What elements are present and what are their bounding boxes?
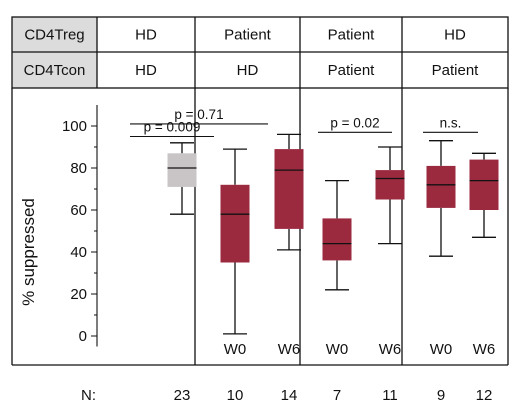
- timepoint-label: W6: [379, 341, 402, 358]
- y-tick-label: 60: [70, 202, 87, 219]
- box-4: [375, 146, 405, 245]
- header-cell: HD: [444, 27, 466, 44]
- box-3: [322, 179, 352, 291]
- plot-area: 0 20 40 60 80 100 % suppressed: [11, 88, 509, 366]
- y-tick-label: 40: [70, 244, 87, 261]
- header-row-label: CD4Treg: [24, 27, 84, 44]
- n-row-label: N:: [81, 387, 96, 404]
- sample-size: 10: [227, 387, 244, 404]
- timepoint-label: W6: [278, 341, 301, 358]
- p-value-label: p = 0.71: [174, 107, 223, 122]
- p-value-label: n.s.: [440, 115, 462, 130]
- header-cell: Patient: [328, 62, 376, 79]
- sample-size: 14: [281, 387, 298, 404]
- header-cell: Patient: [328, 27, 376, 44]
- box-iqr: [426, 165, 456, 208]
- box-5: [426, 140, 456, 257]
- box-iqr: [274, 149, 304, 229]
- timepoint-label: W0: [326, 341, 349, 358]
- timepoint-label: W6: [473, 341, 496, 358]
- p-value-label: p = 0.009: [144, 120, 201, 135]
- y-axis-label: % suppressed: [19, 198, 38, 306]
- y-tick-label: 100: [62, 118, 87, 135]
- header-cell: Patient: [224, 27, 272, 44]
- box-1: [220, 148, 250, 335]
- timepoint-label: W0: [224, 341, 247, 358]
- box-2: [274, 133, 304, 251]
- y-tick-label: 20: [70, 286, 87, 303]
- sample-size: 11: [382, 387, 398, 404]
- sample-size: 12: [476, 387, 493, 404]
- header-cell: HD: [237, 62, 259, 79]
- sample-size-row: 23 W0 10 W6 14 W0 7 W6 11 W0 9 W6 12 N:: [81, 341, 495, 404]
- box-iqr: [220, 184, 250, 263]
- condition-header-table: CD4Treg HD Patient Patient HD CD4Tcon HD HD Pati…: [11, 16, 509, 89]
- header-cell: Patient: [432, 62, 480, 79]
- sample-size: 7: [333, 387, 341, 404]
- sample-size: 23: [174, 387, 191, 404]
- timepoint-label: W0: [430, 341, 453, 358]
- header-cell: HD: [135, 27, 157, 44]
- significance-annotations: p = 0.71p = 0.009 p = 0.02 n.s.: [130, 107, 478, 138]
- header-cell: HD: [135, 62, 157, 79]
- box-0: [167, 142, 197, 215]
- sample-size: 9: [437, 387, 445, 404]
- y-tick-label: 80: [70, 160, 87, 177]
- y-tick-label: 0: [79, 328, 87, 345]
- header-row-label: CD4Tcon: [24, 62, 86, 79]
- box-iqr: [322, 218, 352, 261]
- box-iqr: [469, 159, 499, 210]
- p-value-label: p = 0.02: [330, 115, 379, 130]
- box-iqr: [167, 153, 197, 187]
- box-6: [469, 152, 499, 238]
- box-series: [167, 133, 499, 335]
- box-iqr: [375, 170, 405, 200]
